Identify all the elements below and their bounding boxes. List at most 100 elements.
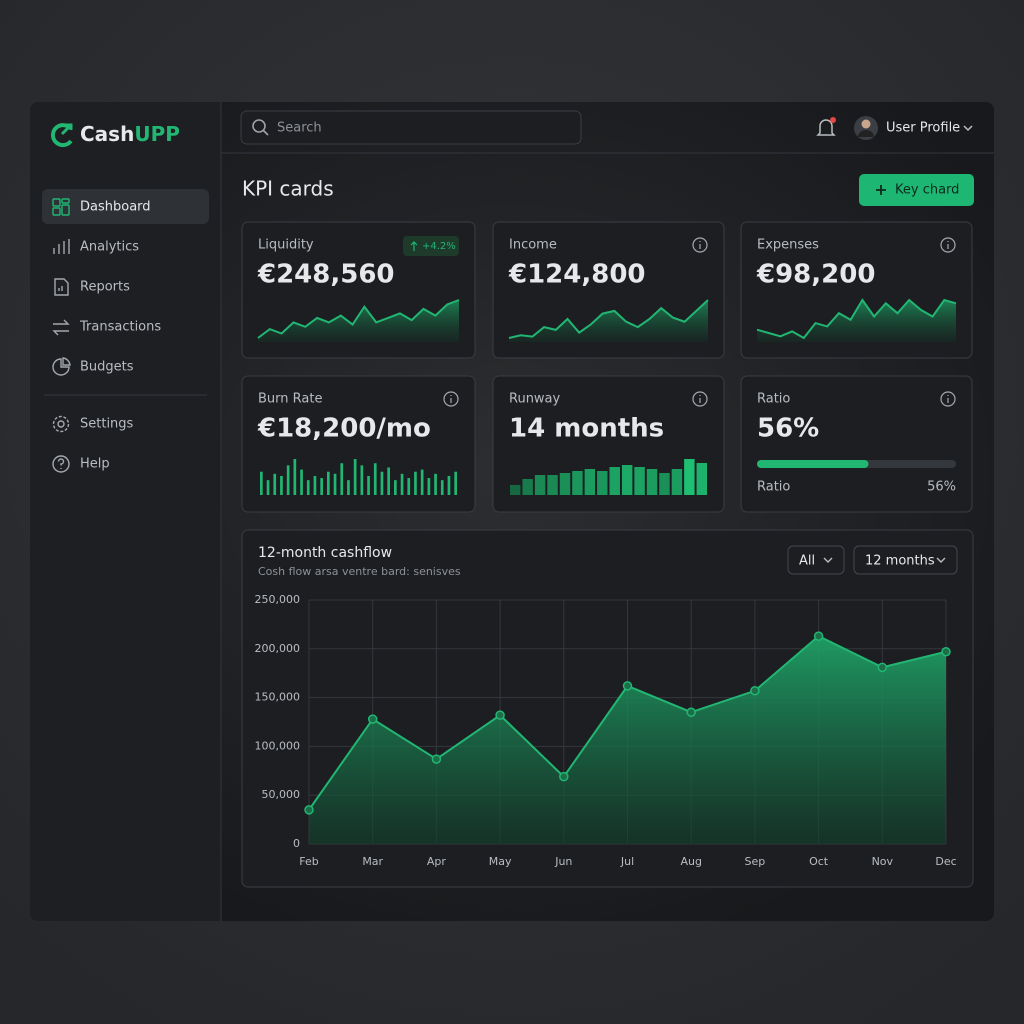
filter-dropdown[interactable] [787, 545, 845, 575]
kpi-bar [320, 478, 323, 495]
search-box[interactable] [240, 110, 582, 145]
kpi-bar [584, 469, 596, 495]
x-tick-label: Apr [427, 855, 447, 868]
kpi-bar [340, 463, 344, 495]
kpi-bar [454, 471, 457, 495]
x-tick-label: Sep [745, 855, 766, 868]
data-point [622, 681, 633, 691]
nav-item[interactable]: Help [80, 457, 110, 472]
x-tick-label: Dec [935, 855, 956, 868]
kpi-bar [597, 471, 608, 495]
kpi-bar [367, 475, 370, 495]
sparkline [756, 298, 957, 340]
kpi-badge [403, 236, 459, 256]
ratio-footer: Ratio [757, 480, 790, 495]
area-fill [309, 636, 946, 844]
filter-dropdown[interactable] [853, 545, 958, 575]
icon-part [57, 458, 65, 469]
search-icon [252, 119, 269, 136]
kpi-bar [394, 480, 397, 495]
nav-item[interactable]: Dashboard [80, 200, 151, 215]
chevron [823, 557, 833, 563]
kpi-bar [621, 465, 633, 495]
avatar[interactable] [854, 116, 878, 140]
kpi-bar [696, 463, 708, 495]
kpi-label: Runway [509, 392, 561, 407]
notification-bell[interactable] [816, 117, 836, 136]
icon-part [52, 357, 71, 376]
nav-item[interactable]: Budgets [80, 360, 134, 375]
kpi-value: €124,800 [508, 260, 646, 290]
kpi-label: Burn Rate [258, 392, 322, 407]
kpi-badge-text: +4.2% [422, 241, 456, 252]
kpi-bar [509, 485, 521, 495]
kpi-bar [313, 475, 317, 495]
nav-item[interactable]: Reports [80, 280, 130, 295]
data-point [367, 714, 378, 724]
kpi-value: 14 months [509, 414, 664, 444]
info-icon [940, 237, 956, 253]
kpi-bar [380, 471, 384, 495]
brand: CashUPP [80, 122, 180, 146]
user-profile[interactable]: User Profile [886, 121, 960, 136]
icon-part [61, 198, 70, 204]
data-point [877, 662, 888, 673]
kpi-bar [547, 475, 558, 495]
nav-item[interactable]: Transactions [79, 320, 161, 335]
x-tick-label: Oct [809, 855, 829, 868]
kpi-bar [414, 471, 417, 495]
budgets-icon [52, 357, 71, 376]
icon-part [692, 237, 708, 253]
icon-part [52, 455, 70, 473]
kpi-bar [440, 480, 444, 495]
kpi-bar [634, 467, 645, 495]
logo-icon [50, 123, 73, 148]
kpi-card [740, 375, 973, 513]
ratio-label: 56% [927, 480, 956, 495]
chart-title: 12-month cashflow [258, 545, 392, 561]
icon-part [940, 391, 956, 407]
icon-part [54, 278, 69, 296]
kpi-bar [387, 467, 390, 495]
x-tick-label: Nov [872, 855, 894, 868]
kpi-bar [407, 478, 411, 495]
page-title: KPI cards [242, 177, 334, 201]
info-icon [692, 391, 708, 407]
y-tick-label: 100,000 [255, 739, 301, 752]
data-point [431, 754, 442, 764]
sparkline [257, 299, 460, 339]
x-tick-label: Jun [554, 855, 572, 868]
data-point [750, 686, 760, 696]
data-point [559, 771, 569, 782]
kpi-bar [306, 480, 310, 495]
sidebar [30, 102, 221, 921]
search-placeholder: Search [277, 121, 322, 136]
info-icon [692, 237, 708, 253]
y-tick-label: 200,000 [255, 642, 301, 655]
sparkline-area [258, 300, 459, 342]
filter-label: 12 months [865, 554, 935, 569]
kpi-bar [347, 480, 350, 495]
reports-icon [54, 278, 69, 296]
kpi-bar [684, 459, 695, 495]
kpi-bar [447, 475, 451, 495]
y-tick-label: 50,000 [262, 788, 301, 801]
kpi-bar [333, 473, 337, 495]
kpi-bar [609, 467, 620, 495]
nav-item[interactable]: Settings [80, 417, 134, 432]
kpi-bar [353, 459, 357, 495]
analytics-icon [53, 239, 70, 254]
icon-part [52, 207, 61, 216]
x-tick-label: May [489, 855, 512, 868]
data-point [941, 646, 951, 657]
x-tick-label: Jul [620, 855, 634, 868]
nav-item[interactable]: Analytics [80, 240, 139, 255]
settings-icon [52, 415, 70, 433]
kpi-bar [671, 469, 683, 495]
action-button[interactable] [859, 174, 974, 206]
kpi-value: €18,200/mo [257, 414, 431, 444]
icon-part [52, 198, 61, 207]
kpi-bar [293, 459, 297, 495]
filter-label: All [799, 554, 815, 569]
kpi-label: Expenses [757, 238, 819, 253]
